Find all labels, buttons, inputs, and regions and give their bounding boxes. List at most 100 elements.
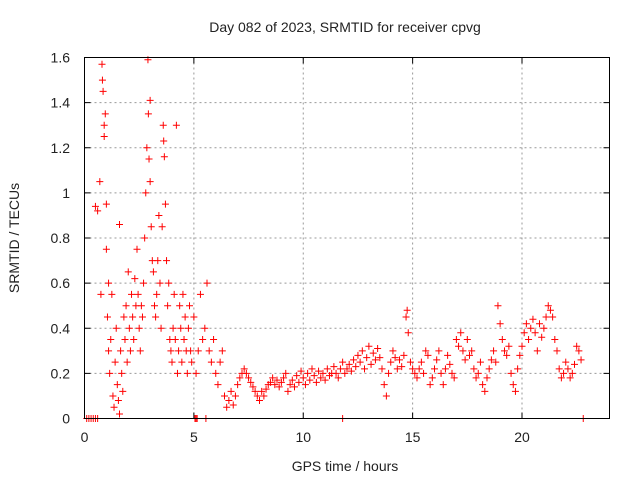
data-point <box>214 381 222 389</box>
data-point <box>308 365 316 373</box>
data-point <box>156 279 164 287</box>
data-point <box>103 313 111 321</box>
data-point <box>130 336 138 344</box>
data-point <box>315 367 323 375</box>
data-point <box>216 358 224 366</box>
data-point <box>157 324 165 332</box>
data-point <box>448 369 456 377</box>
data-point <box>306 376 314 384</box>
data-point <box>345 360 353 368</box>
data-point <box>393 365 401 373</box>
data-point <box>114 396 122 404</box>
data-point <box>172 121 180 129</box>
data-point <box>99 87 107 95</box>
data-point <box>459 347 467 355</box>
data-point <box>262 385 270 393</box>
data-point <box>321 376 329 384</box>
data-point <box>100 132 108 140</box>
data-point <box>299 374 307 382</box>
data-point <box>415 365 423 373</box>
data-point <box>503 351 511 359</box>
data-point <box>138 313 146 321</box>
data-point <box>205 347 213 355</box>
data-point <box>546 306 554 314</box>
data-point <box>113 381 121 389</box>
data-point <box>312 378 320 386</box>
data-point <box>280 374 288 382</box>
data-point <box>533 347 541 355</box>
data-point <box>160 153 168 161</box>
data-point <box>105 347 113 355</box>
data-point <box>190 313 198 321</box>
data-point <box>277 378 285 386</box>
data-point <box>525 336 533 344</box>
data-point <box>562 358 570 366</box>
data-point <box>97 290 105 298</box>
data-point <box>417 358 425 366</box>
data-point <box>192 369 200 377</box>
data-point <box>158 223 166 231</box>
data-point <box>560 369 568 377</box>
data-point <box>334 374 342 382</box>
data-point <box>102 200 110 208</box>
data-point <box>343 365 351 373</box>
data-point <box>179 290 187 298</box>
data-point <box>123 358 131 366</box>
data-point <box>117 347 125 355</box>
data-point <box>544 302 552 310</box>
data-point <box>472 374 480 382</box>
data-point <box>461 356 469 364</box>
data-point <box>260 392 268 400</box>
data-point <box>479 381 487 389</box>
data-point <box>109 392 117 400</box>
data-point <box>144 110 152 118</box>
data-point <box>575 347 583 355</box>
data-point <box>119 387 127 395</box>
data-point <box>457 329 465 337</box>
data-point <box>551 336 559 344</box>
data-point <box>435 347 443 355</box>
data-point <box>112 324 120 332</box>
data-point <box>431 365 438 373</box>
data-point <box>564 365 572 373</box>
data-point <box>542 313 550 321</box>
data-point <box>374 345 382 353</box>
data-point <box>108 290 116 298</box>
data-point <box>116 410 123 418</box>
data-point <box>426 381 434 389</box>
data-point <box>350 356 358 364</box>
data-point <box>557 374 565 382</box>
data-point <box>249 383 257 391</box>
data-point <box>102 245 110 253</box>
data-point <box>498 336 506 344</box>
data-point <box>439 381 447 389</box>
data-point <box>218 347 226 355</box>
data-point <box>173 369 181 377</box>
data-point <box>358 347 366 355</box>
data-point <box>483 374 491 382</box>
data-point <box>229 401 237 409</box>
data-point <box>161 200 169 208</box>
data-point <box>339 358 347 366</box>
data-point <box>571 360 578 368</box>
data-point <box>389 347 397 355</box>
data-point <box>91 202 99 210</box>
data-point <box>137 302 145 310</box>
data-point <box>301 381 309 389</box>
data-point <box>428 374 436 382</box>
x-tick-label: 20 <box>514 429 530 445</box>
data-point <box>100 121 108 129</box>
data-point <box>323 365 331 373</box>
data-point <box>133 245 141 253</box>
data-point <box>529 315 537 323</box>
y-axis-label: SRMTID / TECUs <box>6 183 22 293</box>
data-point <box>433 356 441 364</box>
y-tick-labels: 0 0.2 0.4 0.6 0.8 1 1.2 1.4 1.6 <box>51 50 71 427</box>
data-point <box>147 223 155 231</box>
data-point <box>518 342 526 350</box>
data-point <box>403 306 411 314</box>
data-point <box>378 365 386 373</box>
data-point <box>286 381 294 389</box>
y-tick-label: 0.8 <box>51 230 71 246</box>
